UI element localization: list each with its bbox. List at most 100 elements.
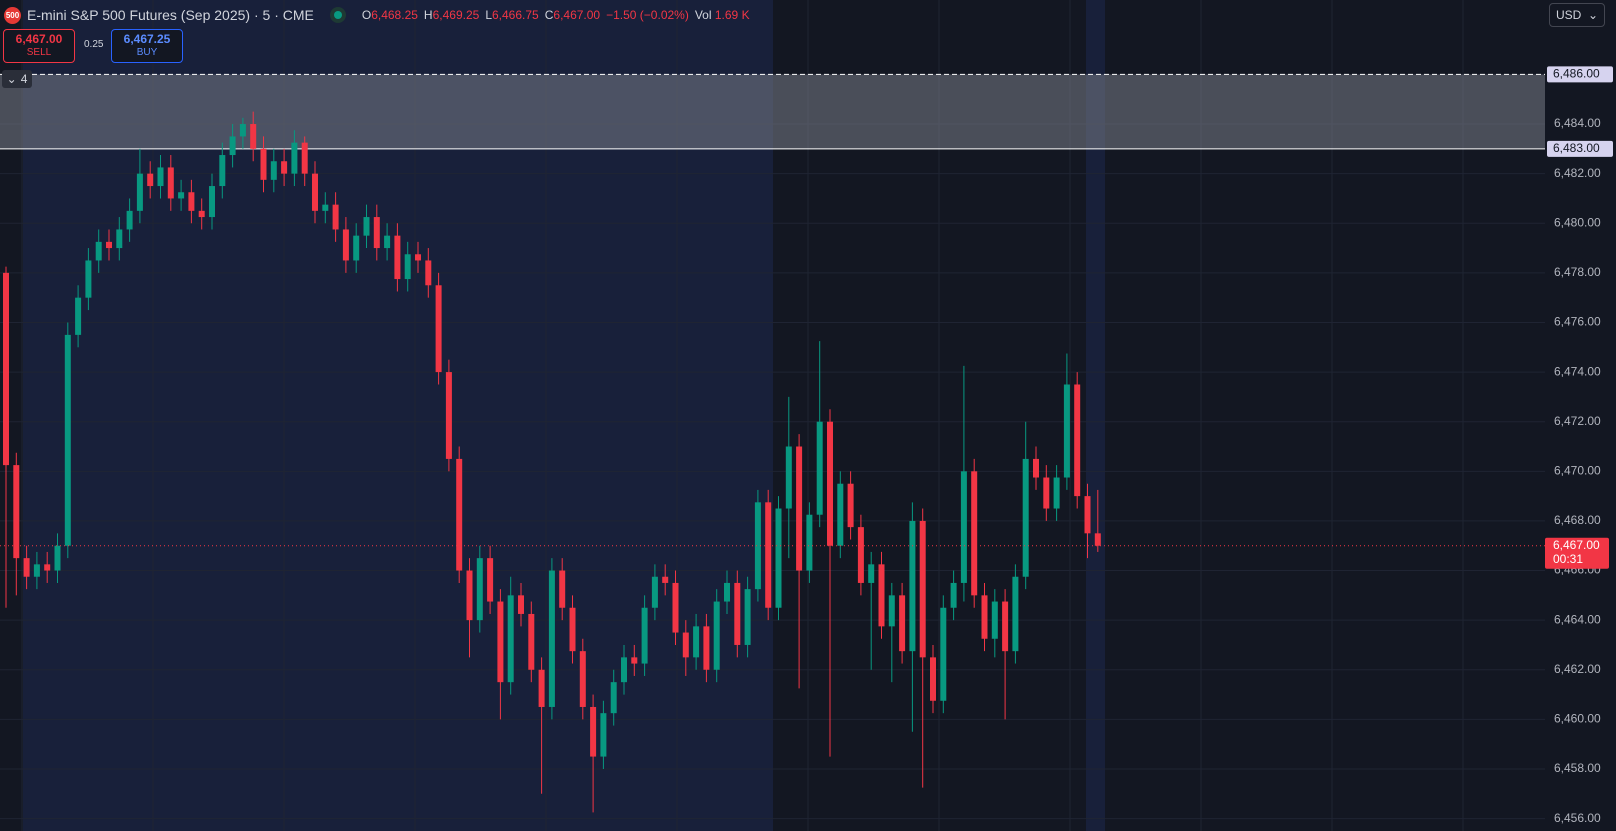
level-label: 6,486.00 — [1553, 67, 1600, 81]
candle-body — [64, 334, 71, 546]
candle-body — [291, 142, 298, 174]
candle-body — [466, 570, 473, 621]
market-status[interactable] — [333, 11, 342, 19]
change: −1.50 (−0.02%) — [606, 8, 689, 22]
buy-label: BUY — [136, 47, 158, 58]
candle-body — [260, 148, 267, 180]
candle-body — [693, 626, 700, 658]
candle-body — [847, 483, 854, 528]
y-tick-label: 6,458.00 — [1554, 761, 1601, 775]
buy-price: 6,467.25 — [123, 32, 171, 46]
y-tick-label: 6,462.00 — [1554, 662, 1601, 676]
volume-label: Vol — [694, 8, 712, 22]
candle-body — [548, 570, 555, 707]
candle-body — [868, 564, 875, 583]
candle-body — [106, 241, 112, 249]
candle-body — [528, 613, 535, 670]
ohlc-label: C — [544, 8, 554, 22]
buy-button[interactable]: 6,467.25 BUY — [111, 29, 183, 63]
symbol-title: E-mini S&P 500 Futures (Sep 2025) · 5 · … — [27, 7, 314, 23]
candle-body — [899, 595, 906, 652]
candle-body — [312, 173, 318, 211]
candle-body — [394, 235, 401, 280]
candle-body — [445, 372, 452, 459]
candle-body — [1033, 458, 1039, 478]
candle-body — [919, 520, 926, 658]
candle-body — [456, 458, 463, 571]
last-price-label: 6,467.00 — [1553, 538, 1600, 552]
candle-body — [353, 235, 360, 261]
level-label-bg — [1547, 140, 1613, 157]
candle-body — [157, 167, 164, 187]
candle-body — [415, 254, 421, 261]
sell-button[interactable]: 6,467.00 SELL — [3, 29, 75, 63]
candle-body — [167, 167, 174, 199]
candle-body — [85, 260, 92, 298]
ohlc-label: H — [423, 8, 433, 22]
candle-body — [775, 508, 782, 608]
price-axis — [1545, 0, 1616, 831]
candle-body — [188, 192, 195, 211]
candle-body — [384, 235, 391, 249]
candle-body — [641, 607, 648, 664]
candle-body — [878, 564, 885, 627]
candle-body — [198, 210, 205, 218]
candle-body — [940, 607, 947, 701]
candle-body — [209, 186, 215, 218]
candle-body — [754, 502, 761, 590]
candle-body — [981, 595, 988, 639]
candle-body — [507, 595, 514, 683]
indicators-count: 4 — [20, 72, 28, 86]
candle-body — [13, 465, 20, 559]
candle-body — [404, 254, 411, 280]
candle-body — [487, 558, 494, 602]
candle-body — [610, 682, 617, 714]
candle-body — [950, 582, 957, 608]
candle-body — [363, 217, 370, 236]
level-label-bg — [1547, 66, 1613, 83]
candle-body — [672, 582, 679, 633]
candle-body — [1022, 458, 1029, 577]
candle-body — [126, 210, 133, 230]
candle-body — [1094, 533, 1101, 546]
ohlc-item: O6,468.25 — [362, 8, 418, 22]
candle-body — [857, 527, 864, 583]
spread: 0.25 — [84, 39, 104, 50]
candle-body — [703, 626, 710, 670]
candle-body — [332, 204, 339, 230]
candle-body — [322, 204, 329, 211]
candle-body — [95, 241, 102, 261]
candle-body — [713, 601, 720, 670]
ohlc-item: H6,469.25 — [424, 8, 479, 22]
level-label: 6,483.00 — [1553, 141, 1600, 155]
ohlc-item: C6,467.00 — [545, 8, 600, 22]
candle-body — [1074, 384, 1081, 497]
indicators-toggle[interactable]: ⌄ 4 — [2, 70, 32, 88]
candle-body — [3, 272, 9, 466]
candle-body — [219, 155, 226, 187]
countdown: 00:31 — [1553, 552, 1583, 566]
candle-body — [239, 124, 246, 137]
candle-body — [538, 669, 545, 707]
candle-body — [569, 607, 576, 652]
candle-body — [909, 520, 916, 652]
ohlc-value: 6,466.75 — [492, 8, 539, 22]
candle-body — [631, 657, 638, 664]
currency: USD — [1556, 8, 1582, 22]
candle-body — [621, 657, 627, 683]
y-tick-label: 6,476.00 — [1554, 315, 1601, 329]
sell-label: SELL — [26, 47, 52, 58]
legend: 500 E-mini S&P 500 Futures (Sep 2025) · … — [4, 4, 750, 26]
y-tick-label: 6,478.00 — [1554, 265, 1601, 279]
y-tick-label: 6,480.00 — [1554, 215, 1601, 229]
candle-body — [579, 651, 586, 707]
currency-select[interactable]: USD ⌄ — [1549, 3, 1605, 27]
candle-body — [281, 161, 288, 174]
candle-body — [590, 706, 597, 757]
candle-body — [497, 601, 504, 683]
candle-body — [1084, 496, 1091, 534]
candle-body — [796, 446, 803, 571]
level-zone — [0, 74, 1545, 149]
